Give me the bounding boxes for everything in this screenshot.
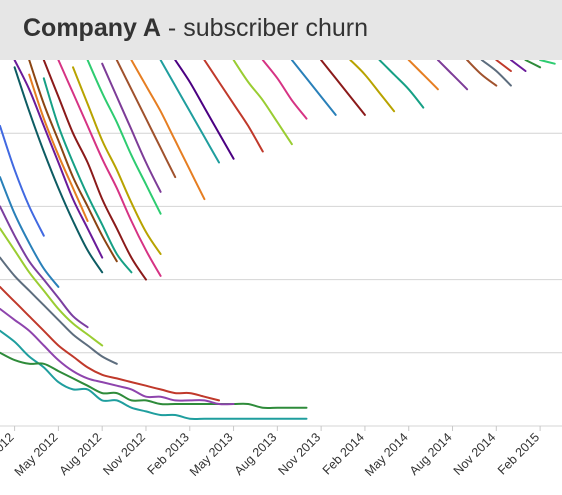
series-line-6 [0,227,104,347]
chart-header: Company A - subscriber churn [0,0,562,60]
series-line-10 [13,66,104,274]
chart-title-subtitle: - subscriber churn [160,14,369,42]
x-tick-label: May 2012 [12,430,61,479]
series-line-23 [203,60,264,153]
chart-title: Company A - subscriber churn [23,14,368,43]
series-line-3 [0,285,220,402]
series-line-15 [57,60,162,277]
x-tick-label: Feb 2013 [145,430,192,477]
series-line-1 [0,351,308,409]
series-line-31 [436,60,469,91]
x-tick-label: Aug 2014 [407,430,455,478]
series-line-16 [72,66,162,255]
x-tick-label: Nov 2012 [100,430,148,478]
series-line-26 [290,60,337,116]
series-line-32 [466,60,498,87]
series-line-24 [232,60,293,146]
series-line-36 [524,60,542,69]
x-tick-label: Aug 2012 [57,430,105,478]
series-line-17 [86,60,162,215]
series-line-2 [0,307,235,406]
series-line-8 [0,124,45,237]
series-line-11 [28,60,118,263]
series-line-13 [42,60,147,281]
series-line-18 [101,62,162,193]
series-line-33 [480,60,512,87]
series-group [0,60,556,420]
series-line-20 [130,60,206,201]
series-line-27 [320,60,366,116]
x-tick-label: May 2013 [187,430,236,479]
series-line-0 [0,329,308,420]
series-line-4 [0,256,118,365]
x-tick-label: May 2014 [362,430,411,479]
chart-title-company: Company A [23,14,161,42]
x-tick-label: Aug 2013 [232,430,280,478]
x-tick-label: Feb 2014 [320,430,367,477]
series-line-19 [115,60,177,179]
series-line-12 [28,73,89,222]
series-line-37 [539,60,556,65]
series-line-14 [42,77,133,274]
series-line-25 [261,60,308,120]
series-line-34 [495,60,512,72]
series-line-5 [0,205,89,329]
series-line-30 [407,60,439,91]
series-line-9 [13,60,104,259]
series-line-35 [509,60,527,72]
series-line-29 [378,60,425,109]
series-line-21 [159,60,220,164]
series-line-22 [174,60,235,160]
x-tick-label: Feb 2015 [495,430,542,477]
series-line-28 [349,60,396,113]
x-tick-label: Nov 2013 [276,430,324,478]
x-tick-label: Nov 2014 [451,430,499,478]
series-line-7 [0,176,60,288]
